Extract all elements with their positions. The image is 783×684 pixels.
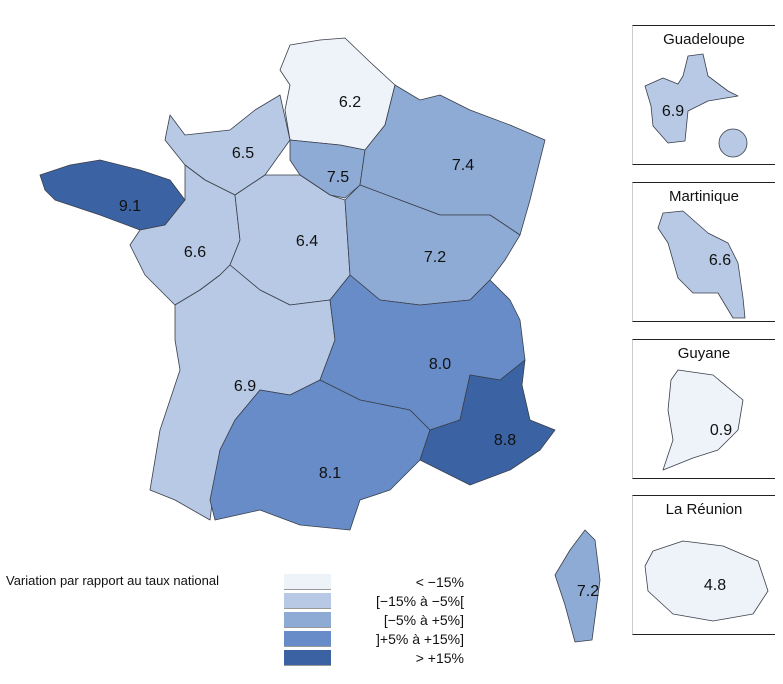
value-label: 0.9 xyxy=(710,422,732,439)
legend-item: > +15% xyxy=(284,650,464,667)
legend-swatch xyxy=(284,612,331,628)
value-label-auvergne-rhone-alpes: 8.0 xyxy=(429,356,451,373)
legend-item: ]+5% à +15%] xyxy=(284,631,464,648)
legend-title: Variation par rapport au taux national xyxy=(6,573,219,588)
legend-item: < −15% xyxy=(284,574,464,591)
inset-title: Guyane xyxy=(677,345,731,362)
legend-swatch xyxy=(284,650,331,666)
inset-guadeloupe: Guadeloupe 6.9 xyxy=(632,25,775,165)
legend-swatch xyxy=(284,574,331,590)
inset-title: Martinique xyxy=(668,188,740,205)
legend-swatch xyxy=(284,593,331,609)
value-label-pays-de-la-loire: 6.6 xyxy=(184,244,206,261)
legend-label: ]+5% à +15%] xyxy=(376,631,464,647)
value-label-centre: 6.4 xyxy=(296,233,318,250)
legend-label: [−5% à +5%] xyxy=(383,612,464,628)
value-label-bourgogne-franche-comte: 7.2 xyxy=(424,249,446,266)
inset-title: Guadeloupe xyxy=(663,31,745,48)
legend-item: [−15% à −5%[ xyxy=(284,593,464,610)
value-label: 6.6 xyxy=(709,252,731,269)
inset-la-reunion: La Réunion 4.8 xyxy=(632,495,775,635)
region-normandie xyxy=(164,94,291,196)
island-shape: 0.9 xyxy=(662,369,744,471)
island-shape: 6.9 xyxy=(644,53,748,158)
inset-martinique: Martinique 6.6 xyxy=(632,182,775,322)
legend-label: [−15% à −5%[ xyxy=(376,593,464,609)
legend-label: < −15% xyxy=(415,574,464,590)
value-label-paca: 8.8 xyxy=(494,432,516,449)
value-label-occitanie: 8.1 xyxy=(319,465,341,482)
inset-title: La Réunion xyxy=(665,501,743,518)
legend-swatch xyxy=(284,631,331,647)
value-label-nouvelle-aquitaine: 6.9 xyxy=(234,378,256,395)
value-label-corse: 7.2 xyxy=(577,583,599,600)
region-ile-de-france xyxy=(289,139,366,199)
region-paca xyxy=(419,359,556,486)
island-shape: 4.8 xyxy=(644,540,769,622)
value-label: 4.8 xyxy=(704,577,726,594)
value-label-hauts-de-france: 6.2 xyxy=(339,94,361,111)
value-label-grand-est: 7.4 xyxy=(452,157,474,174)
region-bretagne xyxy=(39,159,186,231)
value-label-normandie: 6.5 xyxy=(232,145,254,162)
value-label-bretagne: 9.1 xyxy=(119,198,141,215)
island-shape: 6.6 xyxy=(657,210,746,319)
value-label: 6.9 xyxy=(662,103,684,120)
inset-guyane: Guyane 0.9 xyxy=(632,339,775,479)
region-corse xyxy=(554,529,601,643)
legend-label: > +15% xyxy=(415,650,464,666)
value-label-ile-de-france: 7.5 xyxy=(327,169,349,186)
legend-item: [−5% à +5%] xyxy=(284,612,464,629)
region-hauts-de-france xyxy=(279,37,396,151)
